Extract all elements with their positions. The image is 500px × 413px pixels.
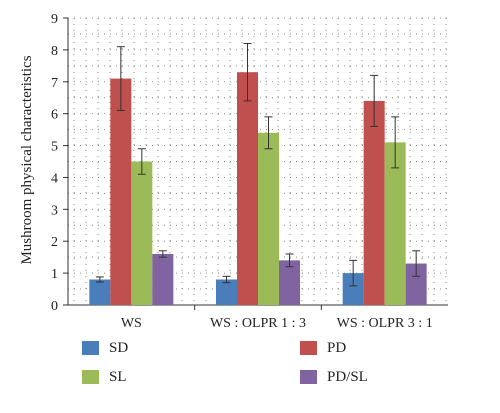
y-tick-label: 6 bbox=[51, 108, 58, 123]
category-label: WS : OLPR 1 : 3 bbox=[210, 316, 306, 331]
y-axis-label: Mushroom physical characteristics bbox=[19, 55, 35, 264]
error-bars bbox=[95, 43, 421, 287]
category-label: WS bbox=[121, 316, 142, 331]
legend-label: SL bbox=[109, 369, 127, 385]
bar-pd bbox=[110, 78, 132, 305]
legend-swatch bbox=[300, 370, 317, 384]
bar-sd bbox=[216, 279, 237, 305]
legend-swatch bbox=[82, 341, 99, 355]
bar-pd bbox=[363, 100, 385, 306]
legend-swatch bbox=[82, 370, 99, 384]
y-tick-label: 0 bbox=[51, 299, 58, 314]
bars bbox=[89, 72, 427, 306]
y-tick-label: 7 bbox=[51, 76, 58, 91]
legend-label: PD bbox=[327, 340, 346, 356]
bar-pd bbox=[237, 72, 258, 305]
legend: SD PD SL PD/SL bbox=[82, 340, 368, 385]
category-label: WS : OLPR 3 : 1 bbox=[337, 316, 433, 331]
bar-pd-sl bbox=[152, 253, 174, 305]
y-tick-labels: 0 1 2 3 4 5 6 7 8 9 bbox=[51, 12, 58, 314]
y-tick-label: 8 bbox=[51, 44, 58, 59]
bar-pd-sl bbox=[279, 260, 300, 305]
bar-sl bbox=[384, 142, 406, 305]
y-tick-label: 3 bbox=[51, 203, 58, 218]
bar-sl bbox=[131, 161, 153, 305]
y-tick-label: 4 bbox=[51, 171, 58, 186]
bar-sd bbox=[342, 273, 364, 305]
y-tick-label: 1 bbox=[51, 267, 58, 282]
legend-label: PD/SL bbox=[327, 369, 368, 385]
legend-label: SD bbox=[109, 340, 128, 356]
bar-sd bbox=[89, 279, 111, 305]
bar-pd-sl bbox=[405, 263, 427, 305]
legend-swatch bbox=[300, 341, 317, 355]
bar-sl bbox=[258, 132, 279, 305]
category-labels: WS WS : OLPR 1 : 3 WS : OLPR 3 : 1 bbox=[121, 316, 433, 331]
y-tick-label: 2 bbox=[51, 235, 58, 250]
y-tick-label: 5 bbox=[51, 140, 58, 155]
y-tick-label: 9 bbox=[51, 12, 58, 27]
